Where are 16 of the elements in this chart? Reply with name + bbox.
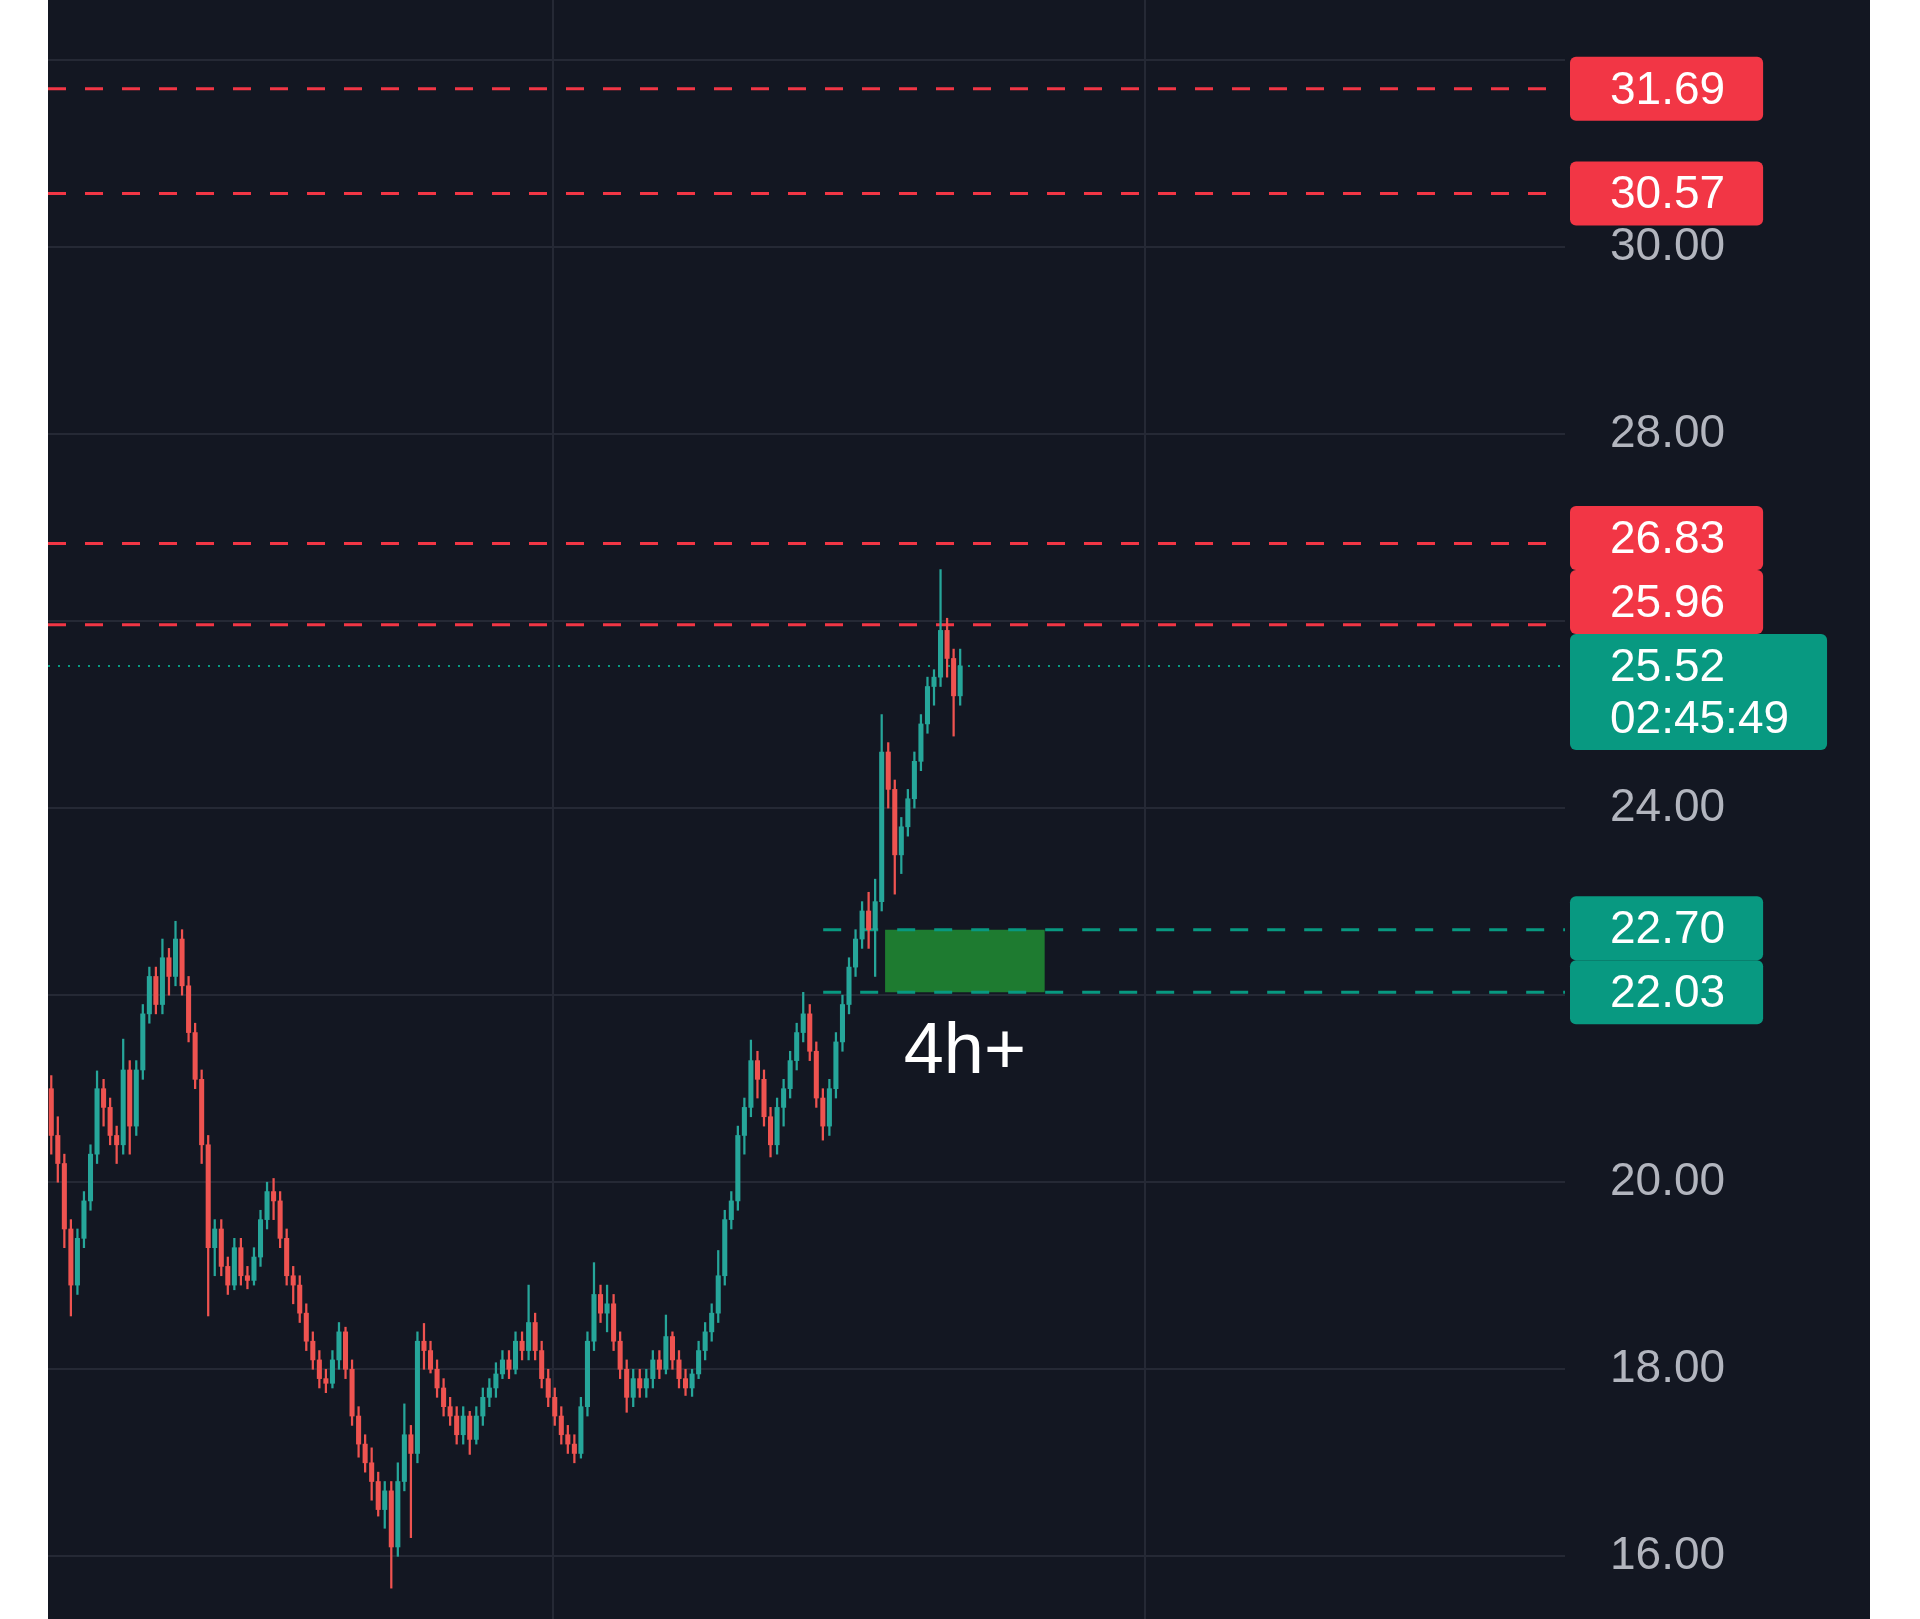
candlestick <box>271 1178 277 1220</box>
y-tick-label: 30.00 <box>1610 217 1726 270</box>
band-label: 4h+ <box>903 1008 1026 1089</box>
candlestick <box>244 1266 250 1290</box>
y-tick-label: 20.00 <box>1610 1152 1726 1205</box>
ref-line-label: 22.03 <box>1610 965 1726 1018</box>
ref-line-label: 31.69 <box>1610 61 1726 114</box>
ref-line-label: 30.57 <box>1610 166 1726 219</box>
ref-line-label: 25.52 02:45:49 <box>1610 638 1790 743</box>
ref-line-label: 26.83 <box>1610 510 1726 563</box>
y-tick-label: 28.00 <box>1610 404 1726 457</box>
y-tick-label: 18.00 <box>1610 1339 1726 1392</box>
y-tick-label: 24.00 <box>1610 778 1726 831</box>
ref-line-label: 25.96 <box>1610 574 1726 627</box>
ref-line-label: 22.70 <box>1610 901 1726 954</box>
y-tick-label: 16.00 <box>1610 1527 1726 1580</box>
